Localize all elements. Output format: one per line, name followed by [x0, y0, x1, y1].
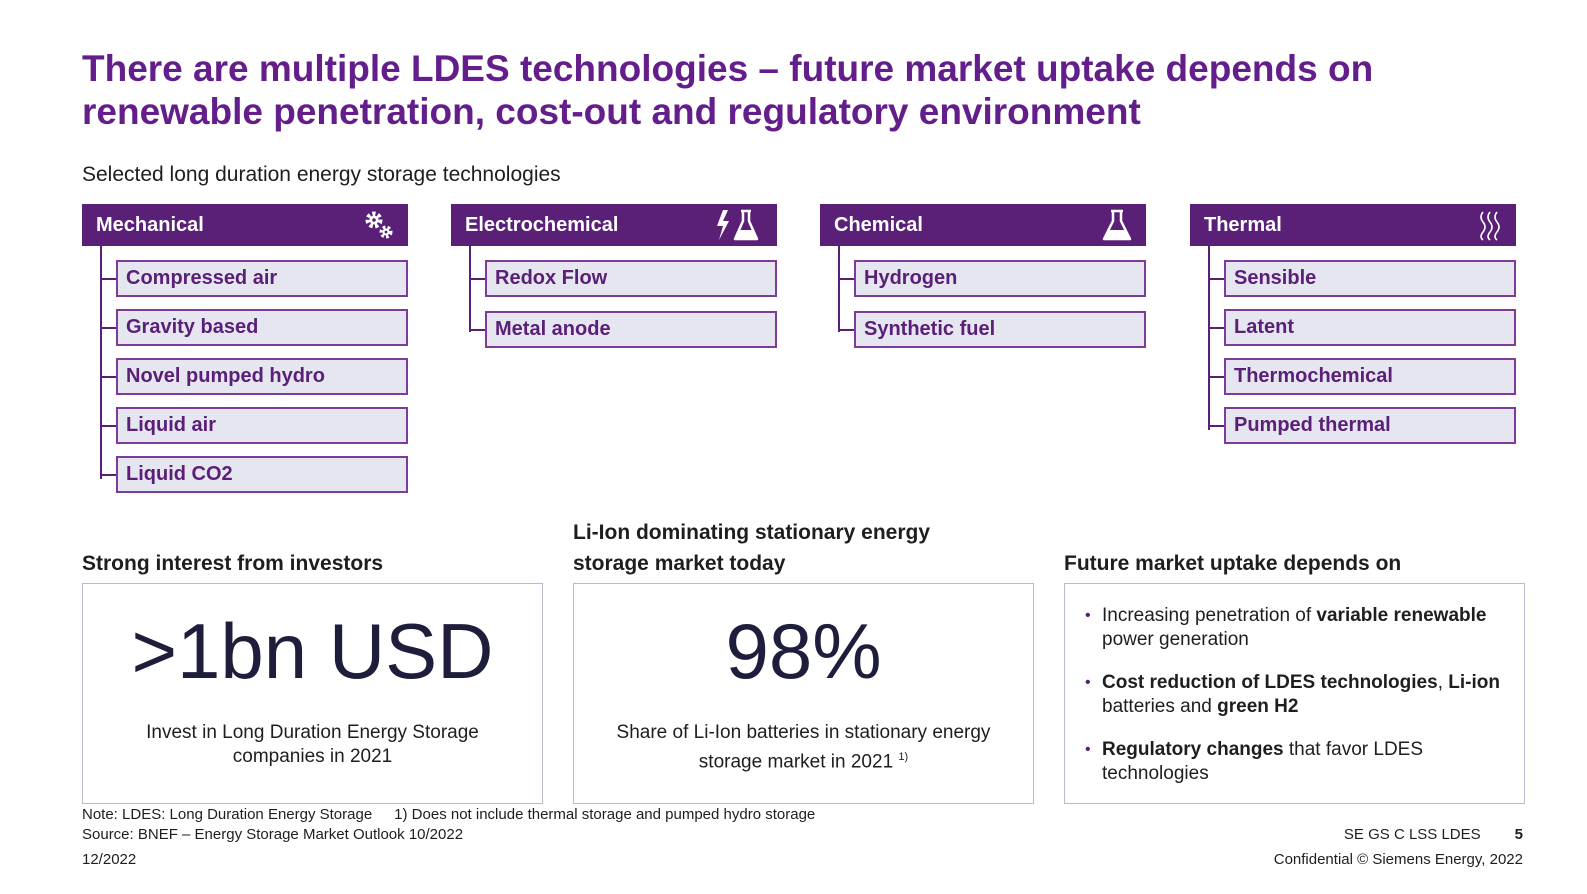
uptake-bullet: Cost reduction of LDES technologies, Li-… — [1085, 671, 1518, 719]
uptake-heading: Future market uptake depends on — [1064, 552, 1402, 575]
liion-caption: Share of Li-Ion batteries in stationary … — [604, 721, 1003, 774]
doc-code: SE GS C LSS LDES — [1343, 826, 1481, 843]
bullet-text-run: green H2 — [1217, 696, 1299, 717]
investors-box: >1bn USD Invest in Long Duration Energy … — [82, 583, 543, 804]
bullet-text-run: that favor LDES technologies — [1102, 739, 1424, 784]
page-number: 5 — [1514, 826, 1523, 843]
tech-item: Metal anode — [469, 311, 777, 348]
tech-item: Hydrogen — [838, 260, 1146, 297]
uptake-bullet: Increasing penetration of variable renew… — [1085, 604, 1518, 652]
tech-item: Redox Flow — [469, 260, 777, 297]
bullet-text-run: variable renewable — [1316, 605, 1487, 626]
note-text: Note: LDES: Long Duration Energy Storage — [82, 806, 373, 823]
tech-item: Sensible — [1208, 260, 1516, 297]
category-title: Chemical — [834, 213, 923, 236]
category-thermal: Thermal Sensible Latent Thermochemical P… — [1190, 204, 1516, 444]
tech-item: Pumped thermal — [1208, 407, 1516, 444]
uptake-bullet: Regulatory changes that favor LDES techn… — [1085, 738, 1518, 786]
tech-item: Compressed air — [100, 260, 408, 297]
slide-title: There are multiple LDES technologies – f… — [82, 48, 1374, 132]
bullet-text-run: power generation — [1102, 629, 1249, 650]
investment-caption: Invest in Long Duration Energy Storage c… — [146, 722, 479, 767]
category-header: Chemical — [820, 204, 1146, 246]
bullet-text-run: Li-ion — [1448, 672, 1500, 693]
category-header: Mechanical — [82, 204, 408, 246]
footnote-ref: 1) — [898, 751, 909, 763]
tech-item: Synthetic fuel — [838, 311, 1146, 348]
footer-date: 12/2022 — [82, 851, 137, 868]
section-subtitle: Selected long duration energy storage te… — [82, 163, 561, 186]
tech-item: Thermochemical — [1208, 358, 1516, 395]
footer-source: Source: BNEF – Energy Storage Market Out… — [82, 826, 464, 843]
category-title: Thermal — [1204, 213, 1282, 236]
category-header: Thermal — [1190, 204, 1516, 246]
bullet-text-run: Cost reduction of LDES technologies — [1102, 672, 1438, 693]
bullet-text-run: batteries and — [1102, 696, 1218, 717]
footer-confidential: Confidential © Siemens Energy, 2022 — [1273, 851, 1523, 868]
investors-heading: Strong interest from investors — [82, 552, 384, 575]
liion-share-value: 98% — [725, 607, 882, 695]
bullet-text-run: Regulatory changes — [1102, 739, 1284, 760]
tech-item: Latent — [1208, 309, 1516, 346]
category-title: Mechanical — [96, 213, 204, 236]
gears-icon — [362, 208, 396, 242]
tech-item: Gravity based — [100, 309, 408, 346]
category-title: Electrochemical — [465, 213, 619, 236]
uptake-bullet-list: Increasing penetration of variable renew… — [1085, 604, 1518, 805]
bullet-text-run: , — [1437, 672, 1449, 693]
flask-icon — [1100, 208, 1134, 242]
footnote-text: 1) Does not include thermal storage and … — [394, 806, 816, 823]
category-electrochemical: Electrochemical Redox Flow Metal anode — [451, 204, 777, 348]
footer-doc-code: SE GS C LSS LDES 5 — [1344, 826, 1523, 843]
bullet-text-run: Increasing penetration of — [1102, 605, 1317, 626]
footer-note: Note: LDES: Long Duration Energy Storage… — [82, 806, 815, 823]
tech-item: Liquid air — [100, 407, 408, 444]
investment-value: >1bn USD — [131, 607, 494, 695]
category-chemical: Chemical Hydrogen Synthetic fuel — [820, 204, 1146, 348]
category-header: Electrochemical — [451, 204, 777, 246]
category-mechanical: Mechanical Compressed air Gravity based … — [82, 204, 408, 493]
liion-heading: Li-Ion dominating stationary energy stor… — [573, 521, 931, 575]
liion-caption-text: Share of Li-Ion batteries in stationary … — [616, 722, 991, 773]
liion-box: 98% Share of Li-Ion batteries in station… — [573, 583, 1034, 804]
lightning-flask-icon — [713, 208, 765, 242]
tech-item: Liquid CO2 — [100, 456, 408, 493]
heat-waves-icon — [1478, 208, 1504, 242]
tech-item: Novel pumped hydro — [100, 358, 408, 395]
uptake-box: Increasing penetration of variable renew… — [1064, 583, 1525, 804]
